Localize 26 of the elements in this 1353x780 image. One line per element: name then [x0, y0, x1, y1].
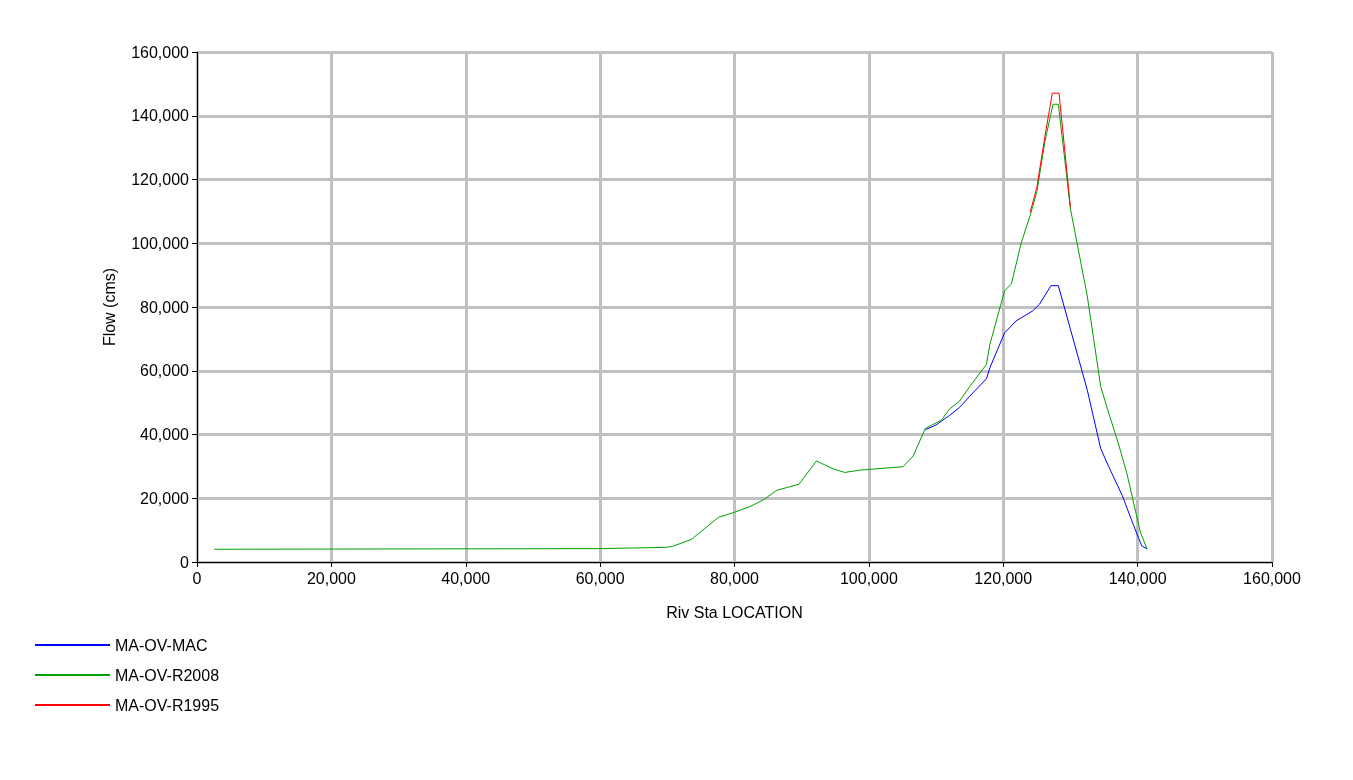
line-series — [924, 285, 1148, 550]
x-tick-label: 0 — [192, 569, 202, 587]
y-tick-label: 80,000 — [140, 298, 190, 316]
x-axis-title: Riv Sta LOCATION — [666, 603, 803, 621]
x-tick-label: 80,000 — [710, 569, 760, 587]
legend-label: MA-OV-MAC — [115, 636, 208, 654]
x-tick-label: 120,000 — [974, 569, 1033, 587]
y-tick-label: 120,000 — [131, 171, 190, 188]
line-series — [1029, 92, 1071, 213]
y-tick-label: 0 — [180, 553, 190, 571]
y-tick-label: 20,000 — [140, 489, 190, 507]
y-axis-title: Flow (cms) — [100, 267, 118, 347]
legend-label: MA-OV-R1995 — [115, 696, 220, 714]
x-tick-label: 140,000 — [1108, 569, 1167, 587]
x-tick-label: 40,000 — [441, 569, 491, 587]
y-tick-label: 100,000 — [131, 234, 190, 252]
y-tick-label: 60,000 — [140, 362, 190, 380]
x-tick-label: 100,000 — [839, 569, 898, 587]
x-tick-label: 60,000 — [575, 569, 625, 587]
x-tick-label: 20,000 — [306, 569, 356, 587]
y-tick-label: 40,000 — [140, 426, 190, 443]
y-tick-label: 160,000 — [131, 43, 190, 61]
legend-label: MA-OV-R2008 — [115, 666, 220, 684]
x-tick-label: 160,000 — [1243, 569, 1302, 587]
line-series — [213, 103, 1148, 550]
y-tick-label: 140,000 — [131, 107, 190, 125]
